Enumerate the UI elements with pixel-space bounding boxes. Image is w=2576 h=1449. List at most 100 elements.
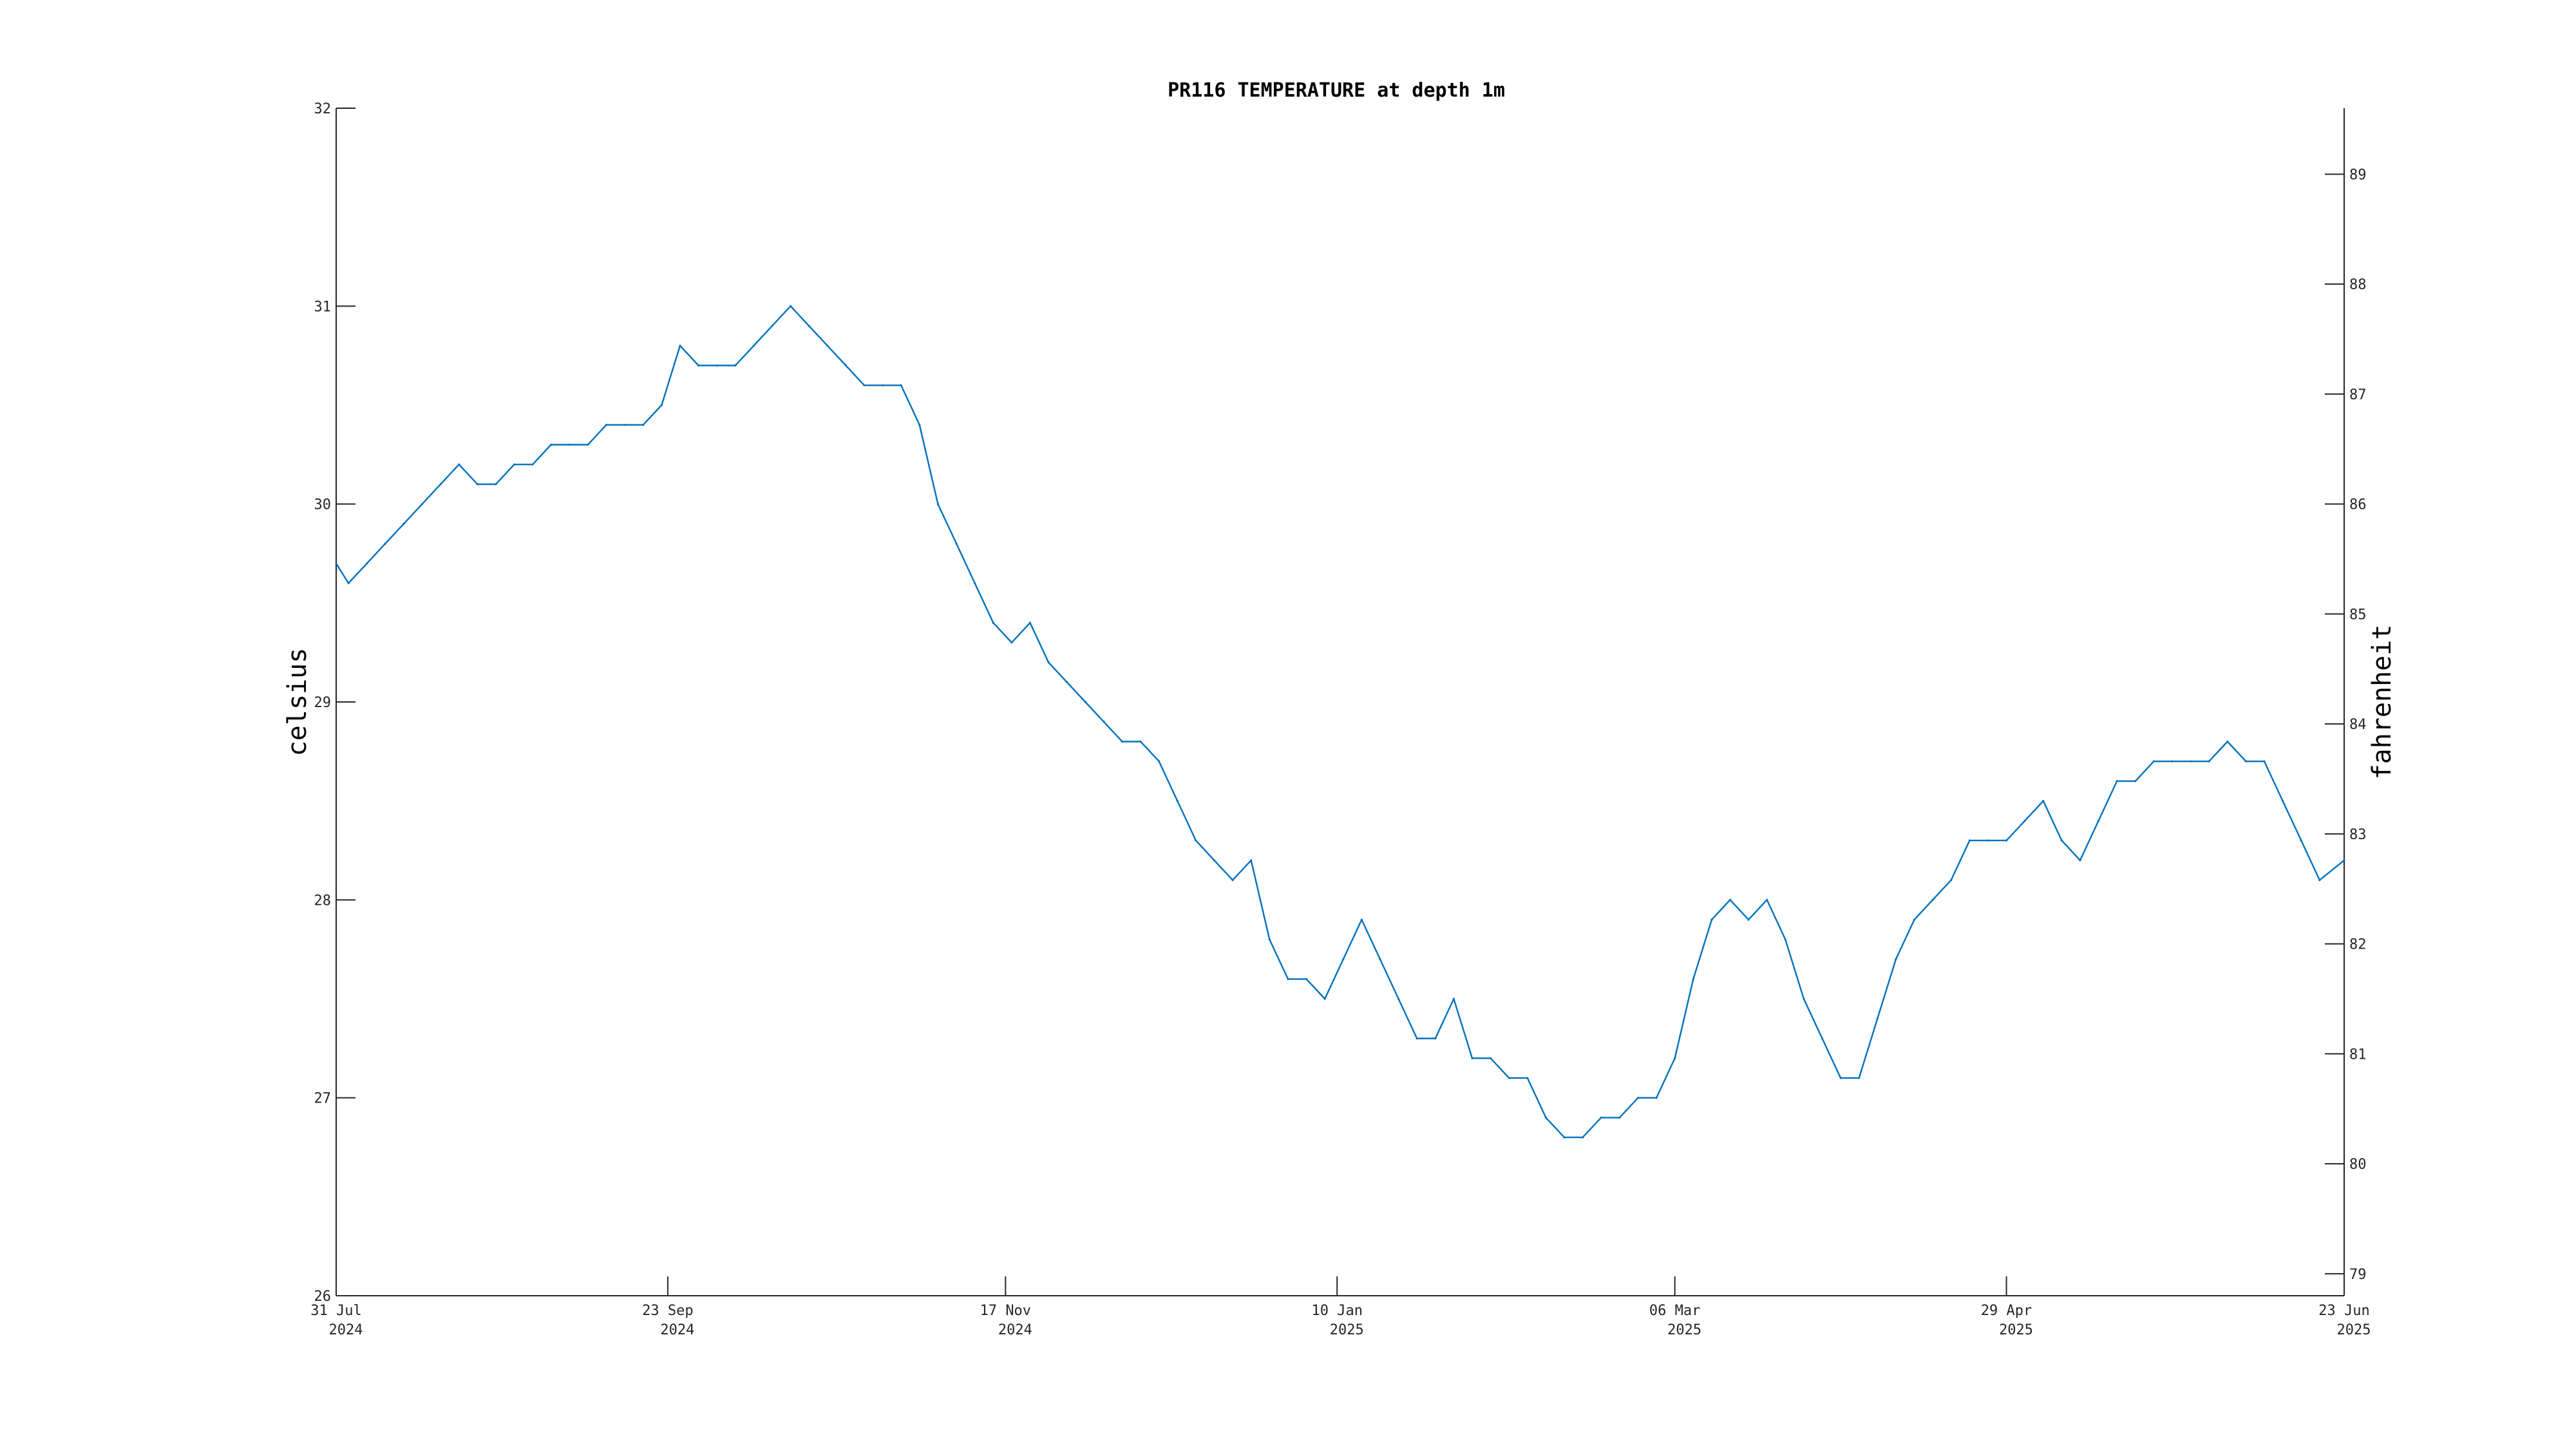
data-point [2134, 780, 2137, 782]
data-point [752, 345, 755, 347]
data-point [1028, 621, 1032, 624]
data-point [2343, 859, 2345, 862]
y-right-tick-label: 87 [2349, 387, 2367, 403]
data-point [1176, 800, 1179, 802]
data-point [1747, 918, 1750, 921]
data-point [2300, 839, 2302, 842]
data-point [1803, 998, 1805, 1000]
data-point [826, 345, 829, 347]
data-point [1268, 938, 1271, 941]
data-point [790, 305, 792, 307]
data-point [1158, 760, 1160, 762]
data-point [1434, 1037, 1437, 1040]
data-point [955, 542, 958, 545]
data-point [715, 364, 718, 367]
data-point [568, 443, 571, 446]
x-ticks: 31 Jul 2024 23 Sep 2024 17 Nov 2024 10 Jan 2025… [310, 1276, 2371, 1338]
data-point [1047, 661, 1050, 664]
data-point [974, 582, 976, 585]
data-point [2226, 740, 2229, 743]
data-point [1931, 898, 1934, 901]
x-tick-label: 10 Jan [1311, 1303, 1362, 1319]
data-point [347, 582, 350, 585]
data-point [2042, 800, 2045, 802]
data-point [2263, 760, 2266, 762]
x-tick-year: 2025 [1667, 1322, 1701, 1338]
data-point [992, 621, 994, 624]
data-point [2318, 879, 2321, 882]
y-tick-label: 28 [314, 893, 332, 909]
data-point [1287, 978, 1289, 980]
data-point [679, 345, 681, 347]
data-point [1692, 978, 1694, 980]
y-axis-label-right: fahrenheit [2367, 625, 2397, 780]
data-point [1895, 958, 1897, 961]
y-ticks-right: 79 80 81 82 83 84 85 86 87 88 89 [2325, 167, 2367, 1283]
data-point [1913, 918, 1916, 921]
x-tick-year: 2024 [660, 1322, 694, 1338]
data-point [2023, 819, 2026, 822]
y-right-tick-label: 88 [2349, 277, 2367, 293]
y-tick-label: 27 [314, 1091, 332, 1107]
data-point [2244, 760, 2247, 762]
data-point [918, 424, 921, 426]
y-tick-label: 31 [314, 299, 332, 315]
data-point [335, 562, 337, 565]
data-point [844, 364, 847, 367]
data-point [697, 364, 700, 367]
data-point [2208, 760, 2210, 762]
x-tick-label: 29 Apr [1981, 1303, 2032, 1319]
y-right-tick-label: 79 [2349, 1267, 2367, 1283]
y-tick-label: 32 [314, 101, 332, 117]
data-point [660, 404, 663, 406]
data-point [1582, 1136, 1584, 1139]
data-point [1416, 1037, 1418, 1040]
y-axis-label-left: celsius [283, 648, 312, 757]
x-tick-year: 2025 [2337, 1322, 2371, 1338]
data-point [1342, 958, 1345, 961]
data-point [1195, 839, 1197, 842]
data-point [1876, 1018, 1879, 1020]
data-point [1950, 879, 1953, 882]
data-point [2152, 760, 2155, 762]
data-point [1618, 1116, 1621, 1119]
data-point [495, 483, 497, 486]
data-point [1379, 958, 1381, 961]
data-point [2005, 839, 2008, 842]
data-point [1452, 998, 1455, 1000]
y-tick-label: 30 [314, 497, 332, 513]
data-point [1710, 918, 1713, 921]
data-point [531, 463, 534, 466]
x-tick-year: 2025 [1999, 1322, 2033, 1338]
data-point [1231, 879, 1234, 882]
y-right-tick-label: 82 [2349, 937, 2367, 953]
x-tick-year: 2025 [1330, 1322, 1364, 1338]
data-point [1600, 1116, 1602, 1119]
data-point [642, 424, 645, 426]
data-point [1544, 1116, 1547, 1119]
data-point [734, 364, 737, 367]
data-point [1010, 641, 1013, 644]
data-point [2060, 839, 2063, 842]
data-point [1784, 938, 1786, 941]
y-ticks-left: 26 27 28 29 30 31 32 [314, 101, 355, 1305]
data-point [1987, 839, 1989, 842]
data-point [1526, 1077, 1529, 1079]
data-point [2282, 800, 2284, 802]
x-tick-label: 23 Jun [2318, 1303, 2369, 1319]
x-tick-label: 06 Mar [1649, 1303, 1700, 1319]
x-tick-year: 2024 [329, 1322, 363, 1338]
y-right-tick-label: 85 [2349, 607, 2367, 623]
data-point [2079, 859, 2081, 862]
data-point [513, 463, 516, 466]
x-tick-label: 31 Jul [310, 1303, 361, 1319]
data-point [1839, 1077, 1842, 1079]
data-point [1636, 1097, 1640, 1099]
data-point [2190, 760, 2192, 762]
data-point [1655, 1097, 1658, 1099]
data-point [1968, 839, 1971, 842]
data-point [458, 463, 460, 466]
data-point [439, 483, 442, 486]
data-point [882, 384, 884, 386]
